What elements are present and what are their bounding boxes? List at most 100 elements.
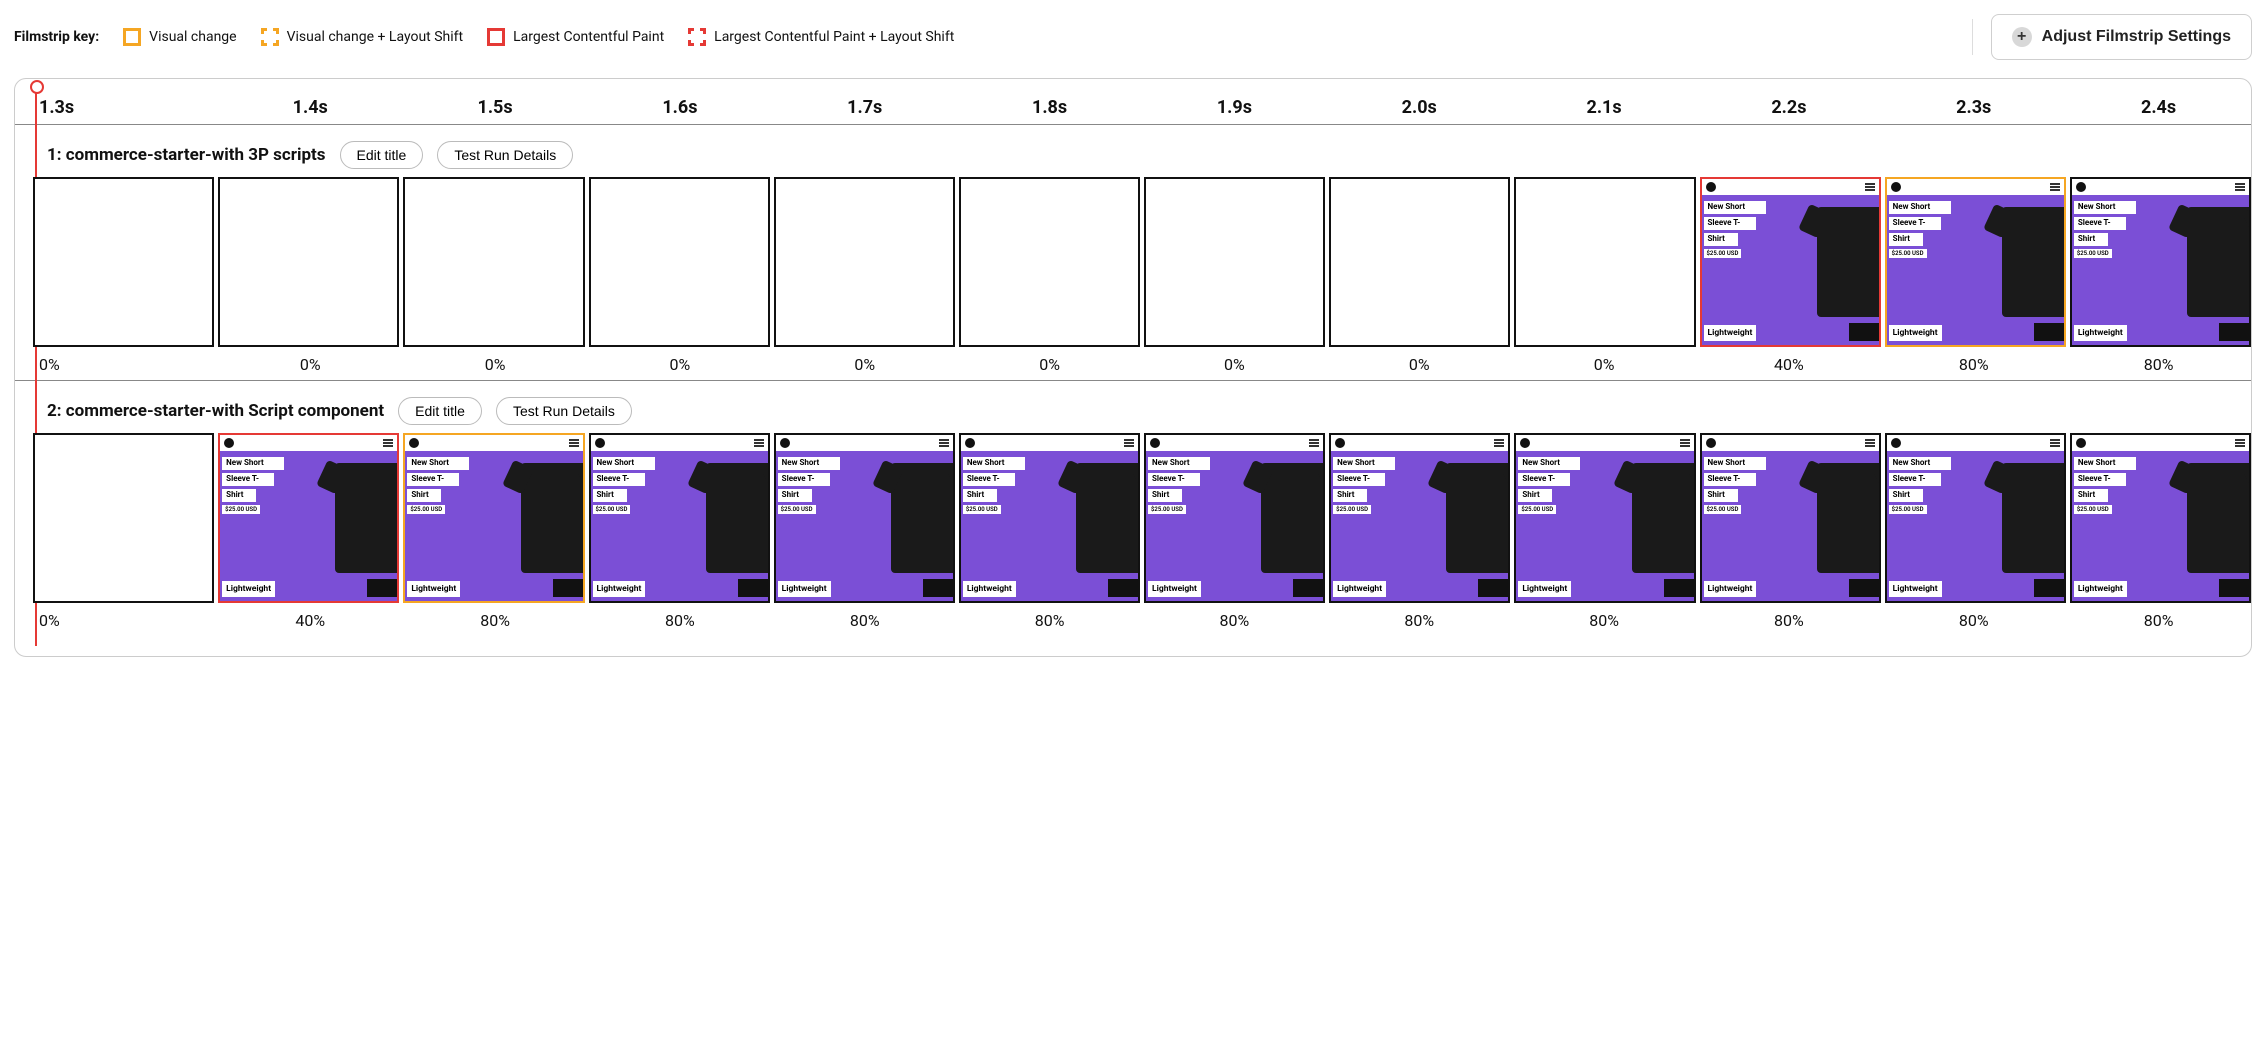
thumb-title-line: Sleeve T- <box>1704 217 1756 230</box>
thumb-dark-block <box>1478 579 1508 597</box>
percent-cell: 0% <box>33 609 218 630</box>
filmstrip-frame[interactable]: New ShortSleeve T-Shirt$25.00 USDLightwe… <box>1700 177 1881 347</box>
tshirt-graphic <box>891 463 955 573</box>
filmstrip-frame[interactable]: New ShortSleeve T-Shirt$25.00 USDLightwe… <box>1514 433 1695 603</box>
run-header: 1: commerce-starter-with 3P scriptsEdit … <box>15 141 2251 177</box>
thumb-dark-block <box>367 579 397 597</box>
thumb-title-line: New Short <box>407 457 469 470</box>
filmstrip-frame[interactable] <box>589 177 770 347</box>
filmstrip-frame[interactable]: New ShortSleeve T-Shirt$25.00 USDLightwe… <box>2070 177 2251 347</box>
filmstrip-frame[interactable]: New ShortSleeve T-Shirt$25.00 USDLightwe… <box>1329 433 1510 603</box>
filmstrip-frame[interactable] <box>218 177 399 347</box>
thumb-price: $25.00 USD <box>1704 505 1742 514</box>
thumb-title-line: New Short <box>2074 201 2136 214</box>
thumb-price: $25.00 USD <box>1518 505 1556 514</box>
adjust-filmstrip-settings-button[interactable]: + Adjust Filmstrip Settings <box>1991 14 2252 60</box>
hamburger-icon <box>2050 439 2060 447</box>
run-title: 2: commerce-starter-with Script componen… <box>47 401 384 421</box>
frame-thumbnail: New ShortSleeve T-Shirt$25.00 USDLightwe… <box>1146 435 1323 601</box>
filmstrip-frame[interactable]: New ShortSleeve T-Shirt$25.00 USDLightwe… <box>959 433 1140 603</box>
legend-title: Filmstrip key: <box>14 29 99 45</box>
percent-cell: 0% <box>1512 353 1697 374</box>
thumb-price: $25.00 USD <box>222 505 260 514</box>
thumb-badge: Lightweight <box>2074 325 2127 341</box>
filmstrip-panel: 1.3s1.4s1.5s1.6s1.7s1.8s1.9s2.0s2.1s2.2s… <box>14 78 2252 657</box>
legend-item: Visual change + Layout Shift <box>261 28 464 46</box>
thumb-badge: Lightweight <box>1704 581 1757 597</box>
frame-thumbnail: New ShortSleeve T-Shirt$25.00 USDLightwe… <box>591 435 768 601</box>
filmstrip-frame[interactable]: New ShortSleeve T-Shirt$25.00 USDLightwe… <box>1144 433 1325 603</box>
thumb-title-line: Shirt <box>593 489 627 502</box>
filmstrip-frame[interactable] <box>774 177 955 347</box>
filmstrip-frame[interactable]: New ShortSleeve T-Shirt$25.00 USDLightwe… <box>1885 433 2066 603</box>
thumb-title-line: New Short <box>1148 457 1210 470</box>
filmstrip-frame[interactable]: New ShortSleeve T-Shirt$25.00 USDLightwe… <box>218 433 399 603</box>
time-tick: 1.8s <box>957 87 1142 124</box>
settings-button-label: Adjust Filmstrip Settings <box>2042 28 2231 46</box>
filmstrip-frame[interactable] <box>403 177 584 347</box>
filmstrip-frame[interactable]: New ShortSleeve T-Shirt$25.00 USDLightwe… <box>774 433 955 603</box>
thumb-price: $25.00 USD <box>1889 249 1927 258</box>
filmstrip-frame[interactable] <box>1144 177 1325 347</box>
legend-swatch <box>261 28 279 46</box>
thumb-title-line: New Short <box>1889 457 1951 470</box>
percent-cell: 40% <box>1696 353 1881 374</box>
thumb-price: $25.00 USD <box>1704 249 1742 258</box>
thumb-dark-block <box>738 579 768 597</box>
frame-thumbnail: New ShortSleeve T-Shirt$25.00 USDLightwe… <box>776 435 953 601</box>
thumb-dark-block <box>2219 579 2249 597</box>
percent-cell: 80% <box>1512 609 1697 630</box>
time-tick: 1.7s <box>772 87 957 124</box>
test-run-details-button[interactable]: Test Run Details <box>437 141 573 169</box>
filmstrip-frame[interactable] <box>1329 177 1510 347</box>
thumb-badge: Lightweight <box>1518 581 1571 597</box>
hamburger-icon <box>569 439 579 447</box>
plus-icon: + <box>2012 27 2032 47</box>
thumb-title-line: Sleeve T- <box>2074 473 2126 486</box>
thumb-title-line: Sleeve T- <box>407 473 459 486</box>
header-right: + Adjust Filmstrip Settings <box>1972 14 2252 60</box>
thumb-title-line: Sleeve T- <box>2074 217 2126 230</box>
percent-cell: 0% <box>33 353 218 374</box>
thumb-title-line: Shirt <box>1704 489 1738 502</box>
thumb-badge: Lightweight <box>778 581 831 597</box>
filmstrip-frame[interactable] <box>33 433 214 603</box>
edit-title-button[interactable]: Edit title <box>398 397 482 425</box>
thumb-dark-block <box>2034 579 2064 597</box>
frame-thumbnail: New ShortSleeve T-Shirt$25.00 USDLightwe… <box>1887 435 2064 601</box>
thumb-title-line: Sleeve T- <box>1148 473 1200 486</box>
filmstrip-frame[interactable] <box>33 177 214 347</box>
percent-cell: 80% <box>1881 609 2066 630</box>
filmstrip-frame[interactable]: New ShortSleeve T-Shirt$25.00 USDLightwe… <box>1885 177 2066 347</box>
frame-thumbnail: New ShortSleeve T-Shirt$25.00 USDLightwe… <box>2072 435 2249 601</box>
filmstrip-frame[interactable] <box>959 177 1140 347</box>
thumb-title-line: New Short <box>593 457 655 470</box>
filmstrip-frame[interactable] <box>1514 177 1695 347</box>
logo-icon <box>595 438 605 448</box>
frame-thumbnail: New ShortSleeve T-Shirt$25.00 USDLightwe… <box>1516 435 1693 601</box>
percent-cell: 80% <box>403 609 588 630</box>
filmstrip-frame[interactable]: New ShortSleeve T-Shirt$25.00 USDLightwe… <box>2070 433 2251 603</box>
filmstrip-frame[interactable]: New ShortSleeve T-Shirt$25.00 USDLightwe… <box>589 433 770 603</box>
legend-label-text: Visual change + Layout Shift <box>287 29 464 45</box>
thumb-price: $25.00 USD <box>593 505 631 514</box>
edit-title-button[interactable]: Edit title <box>340 141 424 169</box>
percent-cell: 80% <box>1696 609 1881 630</box>
logo-icon <box>2076 438 2086 448</box>
thumb-badge: Lightweight <box>963 581 1016 597</box>
percent-row: 0%40%80%80%80%80%80%80%80%80%80%80% <box>15 609 2251 636</box>
legend-swatch <box>123 28 141 46</box>
filmstrip-frame[interactable]: New ShortSleeve T-Shirt$25.00 USDLightwe… <box>1700 433 1881 603</box>
tshirt-graphic <box>2002 207 2066 317</box>
test-run-details-button[interactable]: Test Run Details <box>496 397 632 425</box>
thumb-dark-block <box>1664 579 1694 597</box>
time-tick: 2.4s <box>2066 87 2251 124</box>
thumb-title-line: Sleeve T- <box>1333 473 1385 486</box>
tshirt-graphic <box>1261 463 1325 573</box>
legend-item: Largest Contentful Paint + Layout Shift <box>688 28 954 46</box>
thumb-title-line: Sleeve T- <box>963 473 1015 486</box>
filmstrip-frame[interactable]: New ShortSleeve T-Shirt$25.00 USDLightwe… <box>403 433 584 603</box>
thumb-title-line: Shirt <box>1704 233 1738 246</box>
run-section: 1: commerce-starter-with 3P scriptsEdit … <box>15 141 2251 381</box>
hamburger-icon <box>754 439 764 447</box>
